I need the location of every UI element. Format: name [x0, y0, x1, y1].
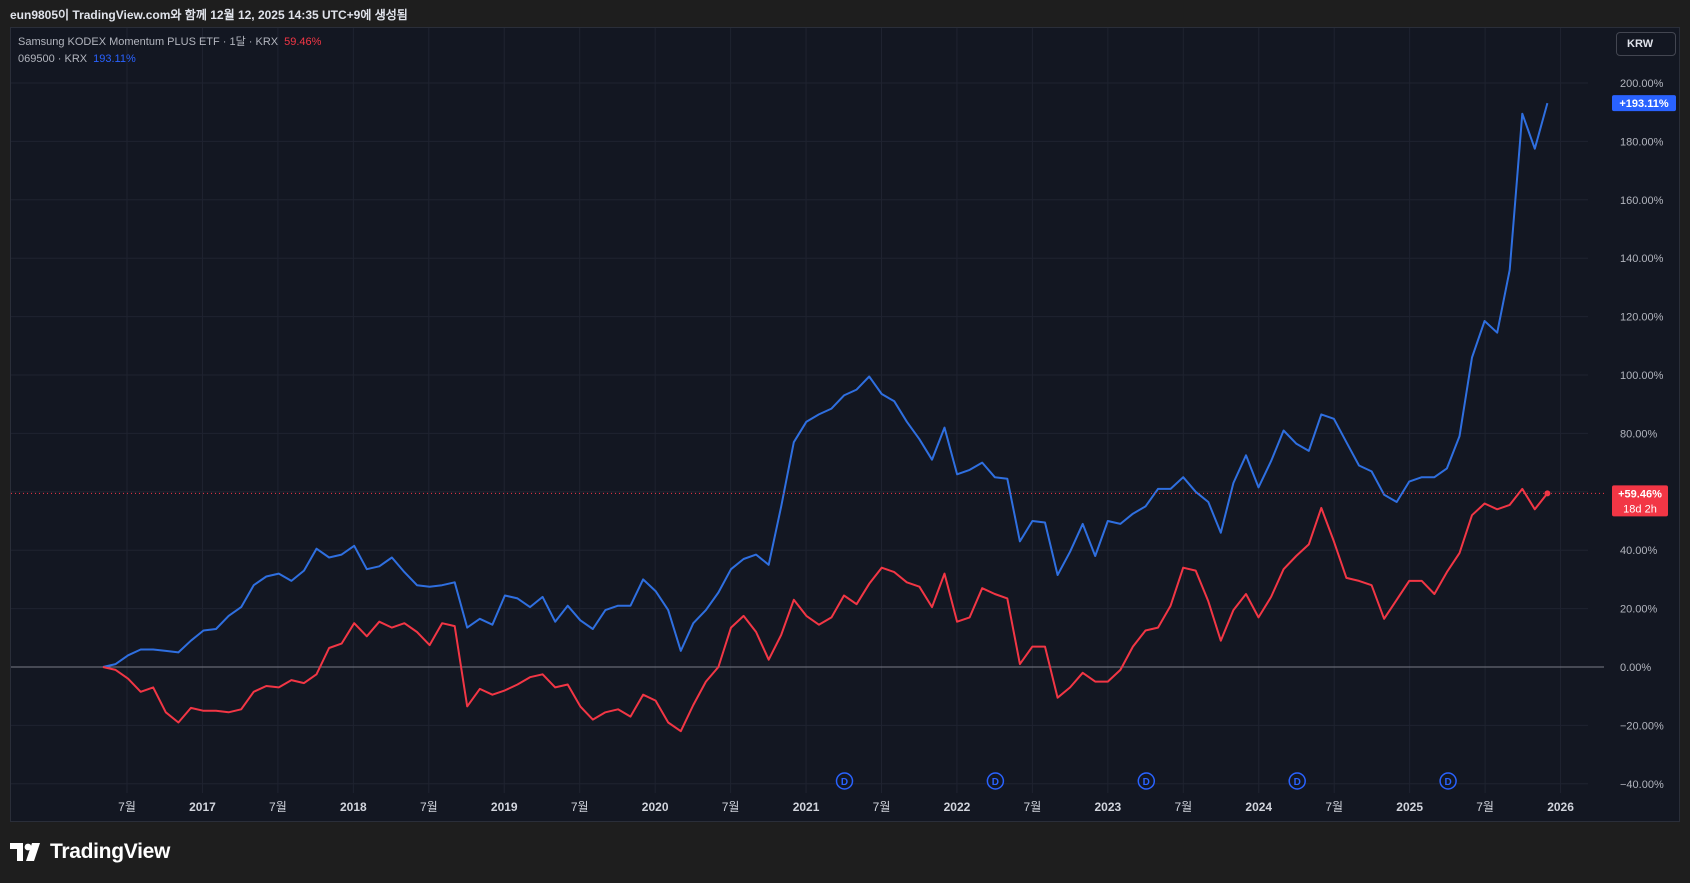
x-tick-label: 2020	[642, 800, 669, 814]
x-tick-label: 7월	[420, 800, 438, 814]
legend-row-momentum-etf[interactable]: Samsung KODEX Momentum PLUS ETF · 1달 · K…	[18, 34, 321, 51]
dividend-marker-icon[interactable]	[835, 772, 854, 790]
y-tick-label: 200.00%	[1620, 78, 1664, 90]
price-label-momentum-etf-text: +59.46%	[1618, 488, 1662, 500]
x-tick-label: 7월	[118, 800, 136, 814]
y-tick-label: 0.00%	[1620, 662, 1651, 674]
dividend-marker-label: D	[1444, 777, 1451, 788]
brand-name: TradingView	[50, 840, 171, 863]
x-tick-label: 7월	[1024, 800, 1042, 814]
tradingview-logo-icon	[10, 843, 40, 861]
x-tick-label: 7월	[1325, 800, 1343, 814]
x-tick-label: 2023	[1094, 800, 1121, 814]
x-tick-label: 2021	[793, 800, 820, 814]
y-tick-label: 100.00%	[1620, 370, 1664, 382]
series-line-069500[interactable]	[102, 102, 1549, 668]
price-label-momentum-etf	[1612, 485, 1668, 517]
x-tick-label: 2025	[1396, 800, 1423, 814]
dividend-marker-label: D	[841, 777, 848, 788]
y-tick-label: 80.00%	[1620, 428, 1658, 440]
y-tick-label: 140.00%	[1620, 253, 1664, 265]
snapshot-caption: eun9805이 TradingView.com와 함께 12월 12, 202…	[10, 8, 408, 22]
x-tick-label: 7월	[873, 800, 891, 814]
legend-series1-name: Samsung KODEX Momentum PLUS ETF · 1달 · K…	[18, 36, 279, 48]
x-tick-label: 7월	[1476, 800, 1494, 814]
currency-button[interactable]: KRW	[1616, 32, 1676, 56]
x-tick-label: 2017	[189, 800, 216, 814]
x-tick-label: 2019	[491, 800, 518, 814]
dividend-marker-label: D	[1294, 777, 1301, 788]
y-tick-label: 20.00%	[1620, 604, 1658, 616]
x-tick-label: 7월	[269, 800, 287, 814]
x-tick-label: 2018	[340, 800, 367, 814]
y-tick-label: 40.00%	[1620, 545, 1658, 557]
chart-panel[interactable]	[10, 27, 1680, 822]
dividend-marker-label: D	[992, 777, 999, 788]
dividend-marker-icon[interactable]	[1439, 772, 1457, 790]
bar-countdown-text: 18d 2h	[1623, 503, 1657, 515]
series-line-momentum-etf[interactable]	[102, 487, 1549, 733]
price-label-069500-text: +193.11%	[1619, 98, 1668, 110]
legend-row-069500[interactable]: 069500 · KRX 193.11%	[18, 51, 321, 68]
y-tick-label: 160.00%	[1620, 195, 1664, 207]
legend-series1-value: 59.46%	[284, 36, 322, 48]
y-tick-label: −20.00%	[1620, 720, 1664, 732]
tradingview-brand[interactable]: TradingView	[10, 840, 170, 864]
chart-legend: Samsung KODEX Momentum PLUS ETF · 1달 · K…	[18, 34, 321, 68]
y-tick-label: −40.00%	[1620, 779, 1664, 791]
dividend-marker-label: D	[1143, 777, 1150, 788]
dividend-marker-icon[interactable]	[986, 772, 1005, 790]
price-label-069500	[1612, 95, 1676, 112]
y-tick-label: 180.00%	[1620, 136, 1664, 148]
legend-series2-name: 069500 · KRX	[18, 53, 88, 65]
snapshot-header: eun9805이 TradingView.com와 함께 12월 12, 202…	[0, 0, 1690, 26]
legend-series2-value: 193.11%	[93, 53, 136, 65]
x-tick-label: 2026	[1547, 800, 1574, 814]
dividend-marker-icon[interactable]	[1137, 772, 1156, 790]
last-point-marker	[1544, 490, 1551, 497]
x-tick-label: 7월	[722, 800, 740, 814]
x-tick-label: 7월	[1174, 800, 1192, 814]
x-tick-label: 7월	[571, 800, 589, 814]
y-tick-label: 120.00%	[1620, 312, 1664, 324]
x-tick-label: 2022	[944, 800, 971, 814]
x-tick-label: 2024	[1245, 800, 1272, 814]
dividend-marker-icon[interactable]	[1288, 772, 1306, 790]
